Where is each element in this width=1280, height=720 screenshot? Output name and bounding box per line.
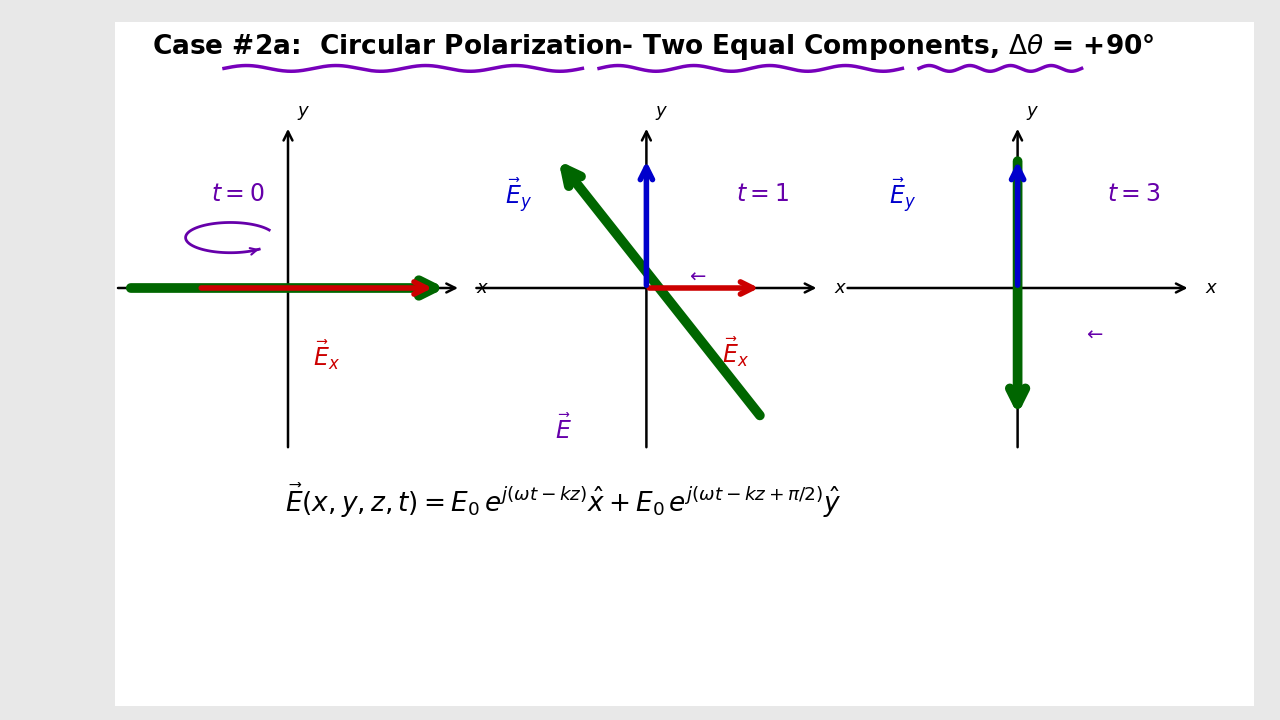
Text: y: y [1027, 102, 1037, 120]
Text: $\it{t=1}$: $\it{t=1}$ [736, 182, 788, 207]
Text: $\it{t=3}$: $\it{t=3}$ [1107, 182, 1161, 207]
Text: y: y [655, 102, 666, 120]
Text: $\vec{E}_x$: $\vec{E}_x$ [312, 338, 340, 372]
Text: ←: ← [690, 268, 705, 287]
Text: Case #2a:  Circular Polarization- Two Equal Components, $\Delta\theta$ = +90°: Case #2a: Circular Polarization- Two Equ… [151, 32, 1155, 63]
Text: $\vec{E}$: $\vec{E}$ [554, 414, 572, 444]
Text: $\vec{E}_x$: $\vec{E}_x$ [722, 335, 750, 369]
Text: ←: ← [1087, 325, 1102, 344]
Text: $\vec{E}(x,y,z,t) = E_0\,e^{j(\omega t - kz)}\hat{x} + E_0\,e^{j(\omega t - kz +: $\vec{E}(x,y,z,t) = E_0\,e^{j(\omega t -… [285, 481, 841, 520]
Text: $\it{t=0}$: $\it{t=0}$ [211, 182, 265, 207]
Text: $\vec{E}_y$: $\vec{E}_y$ [888, 176, 916, 215]
Text: y: y [297, 102, 307, 120]
Text: x: x [835, 279, 845, 297]
Text: x: x [476, 279, 486, 297]
Text: $\vec{E}_y$: $\vec{E}_y$ [504, 176, 532, 215]
Text: x: x [1206, 279, 1216, 297]
Bar [115, 22, 1254, 706]
